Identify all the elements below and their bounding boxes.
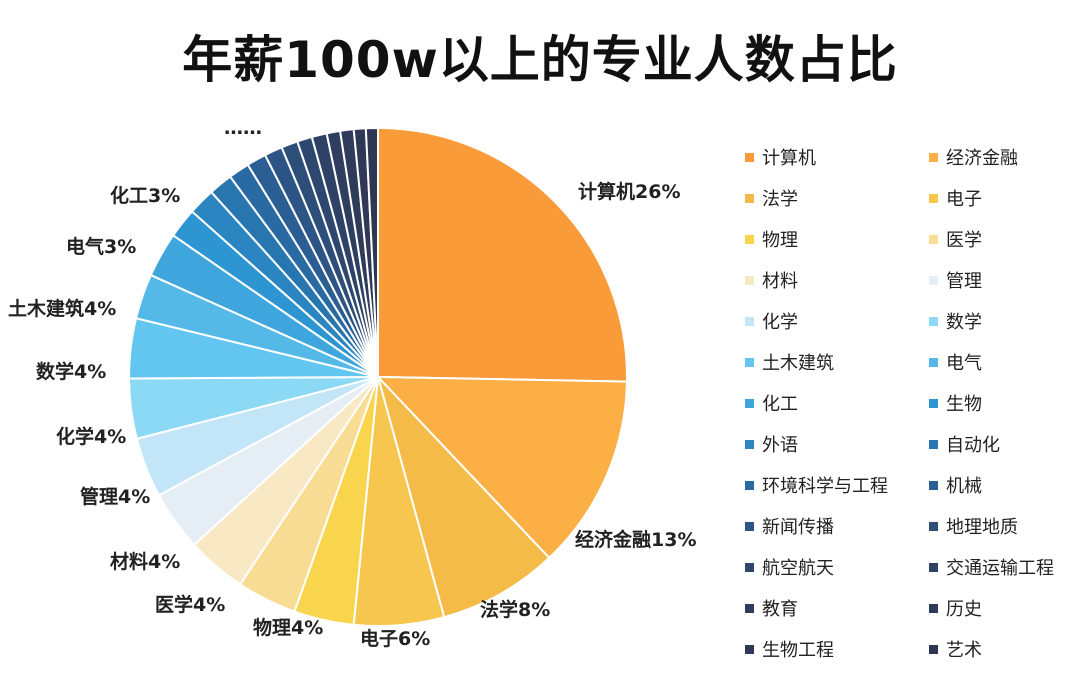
legend-label: 教育	[762, 599, 798, 620]
legend-label: 医学	[946, 230, 982, 251]
pie-slice-2	[377, 376, 551, 619]
legend-swatch	[745, 644, 754, 654]
legend-item: 医学	[929, 225, 982, 253]
pie-slice-25	[364, 126, 379, 378]
slice-label-2: 法学8%	[480, 598, 550, 621]
legend-item: 电气	[929, 348, 982, 376]
legend-item: 化学	[745, 307, 798, 335]
legend-swatch	[745, 439, 754, 449]
legend-swatch	[929, 316, 938, 326]
slice-label-10: 土木建筑4%	[8, 297, 116, 320]
slice-label-0: 计算机26%	[578, 180, 680, 203]
legend-swatch	[929, 357, 938, 367]
legend-label: 电子	[946, 189, 982, 210]
pie-slice-1	[375, 375, 628, 560]
legend-label: 物理	[762, 230, 798, 251]
legend-item: 交通运输工程	[929, 553, 1054, 581]
legend-swatch	[929, 193, 938, 203]
legend-swatch	[929, 603, 938, 613]
legend-item: 管理	[929, 266, 982, 294]
legend-item: 外语	[745, 430, 798, 458]
legend-swatch	[929, 480, 938, 490]
slice-label-8: 化学4%	[56, 425, 126, 448]
slice-label-3: 电子6%	[360, 627, 430, 650]
slice-label-5: 医学4%	[155, 593, 225, 616]
legend-swatch	[929, 644, 938, 654]
ellipsis-label: ……	[224, 117, 262, 139]
legend-item: 土木建筑	[745, 348, 834, 376]
legend-label: 生物	[946, 394, 982, 415]
legend-label: 新闻传播	[762, 517, 834, 538]
legend-label: 环境科学与工程	[762, 476, 888, 497]
legend-label: 法学	[762, 189, 798, 210]
slice-label-4: 物理4%	[253, 616, 323, 639]
legend-swatch	[745, 152, 754, 162]
legend-item: 物理	[745, 225, 798, 253]
legend-swatch	[745, 193, 754, 203]
legend-item: 环境科学与工程	[745, 471, 888, 499]
legend-swatch	[929, 275, 938, 285]
legend-label: 交通运输工程	[946, 558, 1054, 579]
legend-label: 管理	[946, 271, 982, 292]
legend-swatch	[745, 521, 754, 531]
legend-label: 艺术	[946, 640, 982, 661]
legend-item: 艺术	[929, 635, 982, 663]
slice-label-7: 管理4%	[80, 485, 150, 508]
legend-swatch	[929, 152, 938, 162]
legend-item: 航空航天	[745, 553, 834, 581]
legend-swatch	[929, 439, 938, 449]
legend-item: 历史	[929, 594, 982, 622]
legend-label: 土木建筑	[762, 353, 834, 374]
legend-swatch	[745, 603, 754, 613]
legend-item: 经济金融	[929, 143, 1018, 171]
legend-swatch	[745, 562, 754, 572]
legend-swatch	[745, 480, 754, 490]
chart-title: 年薪100w以上的专业人数占比	[182, 31, 898, 89]
slice-label-9: 数学4%	[36, 360, 106, 383]
legend-swatch	[745, 398, 754, 408]
legend-label: 化学	[762, 312, 798, 333]
legend-swatch	[929, 398, 938, 408]
legend-label: 自动化	[946, 435, 1000, 456]
legend-label: 材料	[762, 271, 798, 292]
legend-item: 地理地质	[929, 512, 1018, 540]
legend-item: 材料	[745, 266, 798, 294]
legend-swatch	[929, 521, 938, 531]
legend-item: 化工	[745, 389, 798, 417]
slice-label-6: 材料4%	[110, 550, 180, 573]
legend-item: 数学	[929, 307, 982, 335]
legend-swatch	[929, 562, 938, 572]
legend-item: 生物工程	[745, 635, 834, 663]
pie-slice-0	[377, 126, 628, 383]
legend-item: 新闻传播	[745, 512, 834, 540]
legend-swatch	[745, 316, 754, 326]
legend-label: 数学	[946, 312, 982, 333]
legend-item: 机械	[929, 471, 982, 499]
legend-label: 航空航天	[762, 558, 834, 579]
legend-swatch	[745, 275, 754, 285]
slice-label-11: 电气3%	[66, 235, 136, 258]
legend-item: 电子	[929, 184, 982, 212]
legend-label: 计算机	[762, 148, 816, 169]
legend-label: 外语	[762, 435, 798, 456]
legend-label: 历史	[946, 599, 982, 620]
legend-item: 法学	[745, 184, 798, 212]
legend-label: 地理地质	[946, 517, 1018, 538]
legend-item: 自动化	[929, 430, 1000, 458]
slice-label-1: 经济金融13%	[575, 528, 696, 551]
legend-item: 计算机	[745, 143, 816, 171]
legend-label: 化工	[762, 394, 798, 415]
legend-label: 经济金融	[946, 148, 1018, 169]
legend-item: 教育	[745, 594, 798, 622]
slice-label-12: 化工3%	[110, 184, 180, 207]
legend-label: 机械	[946, 476, 982, 497]
legend-swatch	[745, 357, 754, 367]
legend-label: 电气	[946, 353, 982, 374]
legend-label: 生物工程	[762, 640, 834, 661]
legend-swatch	[745, 234, 754, 244]
legend-item: 生物	[929, 389, 982, 417]
legend-swatch	[929, 234, 938, 244]
